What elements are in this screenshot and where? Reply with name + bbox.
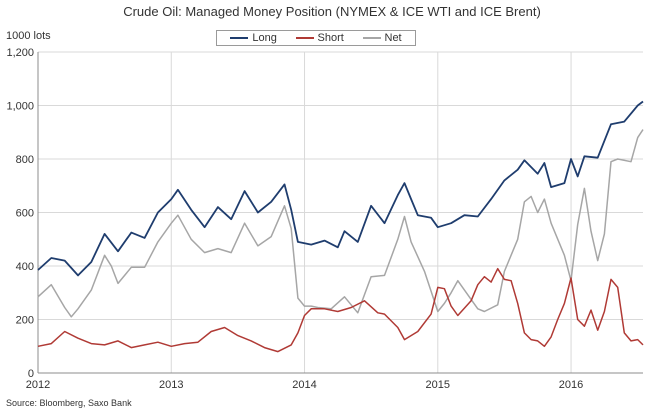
x-tick-label: 2015 [426,379,450,391]
y-tick-label: 200 [16,315,34,327]
legend-swatch-long [230,37,249,39]
y-axis-unit-label: 1000 lots [6,30,51,42]
x-tick-label: 2014 [292,379,316,391]
legend-label-long: Long [252,32,277,44]
series-line-net [37,129,644,318]
legend-label-net: Net [384,32,402,44]
legend-item-long: Long [230,32,277,44]
y-tick-label: 1,000 [6,101,34,113]
y-tick-label: 800 [16,154,34,166]
source-note: Source: Bloomberg, Saxo Bank [6,398,132,408]
x-tick-label: 2012 [26,379,50,391]
chart-title: Crude Oil: Managed Money Position (NYMEX… [123,4,541,19]
y-tick-label: 0 [28,368,34,380]
legend-label-short: Short [317,32,344,44]
y-tick-label: 600 [16,208,34,220]
series-line-short [37,267,644,353]
y-tick-label: 1,200 [6,47,34,59]
series-line-long [37,100,644,277]
legend-swatch-short [295,37,314,39]
x-tick-label: 2016 [559,379,583,391]
legend-swatch-net [362,37,381,39]
legend: Long Short Net [216,30,416,46]
legend-item-short: Short [295,32,344,44]
legend-item-net: Net [362,32,402,44]
x-tick-label: 2013 [159,379,183,391]
y-tick-label: 400 [16,261,34,273]
